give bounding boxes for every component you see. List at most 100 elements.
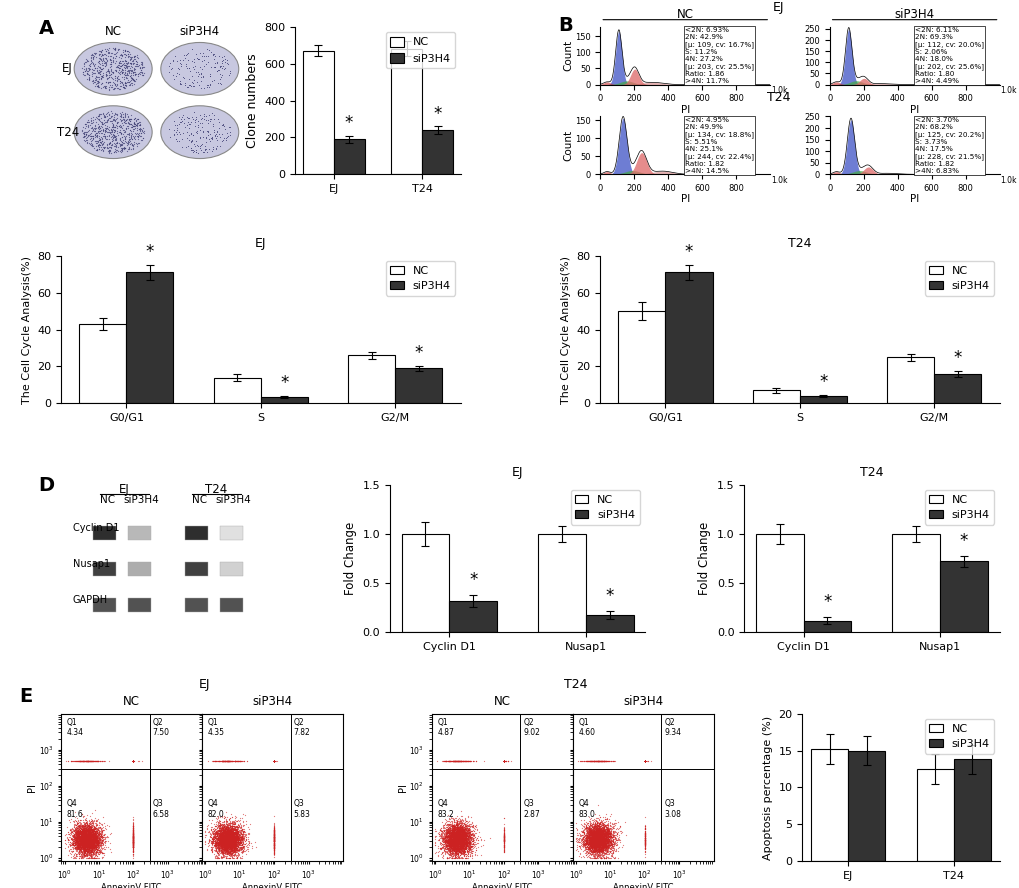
Point	[454, 846, 471, 860]
Point	[448, 821, 465, 836]
Point	[588, 822, 604, 836]
Point	[125, 119, 142, 133]
Point	[235, 818, 252, 832]
Point	[582, 834, 598, 848]
Point	[229, 850, 246, 864]
Point	[592, 825, 608, 839]
Point	[435, 834, 451, 848]
Point	[218, 126, 234, 140]
Point	[123, 59, 140, 74]
Point	[597, 849, 613, 863]
Point	[447, 839, 464, 853]
Point	[495, 829, 512, 844]
Point	[636, 753, 652, 767]
Point	[76, 833, 93, 847]
Point	[85, 753, 101, 767]
Point	[587, 828, 603, 842]
Point	[449, 838, 466, 852]
Point	[219, 753, 235, 767]
Point	[85, 817, 101, 831]
Point	[73, 827, 90, 841]
Point	[592, 834, 608, 848]
Point	[587, 822, 603, 836]
Point	[222, 823, 238, 837]
Point	[125, 833, 142, 847]
Point	[79, 842, 96, 856]
Point	[73, 836, 90, 850]
Point	[594, 838, 610, 852]
Point	[206, 829, 222, 843]
Point	[227, 827, 244, 841]
Point	[463, 839, 479, 853]
Point	[438, 834, 454, 848]
Point	[91, 851, 107, 865]
Point	[441, 827, 458, 841]
Point	[593, 834, 609, 848]
Point	[266, 753, 282, 767]
Point	[121, 112, 138, 126]
Point	[636, 753, 652, 767]
Point	[446, 839, 463, 853]
Point	[589, 816, 605, 830]
Point	[220, 839, 236, 853]
Point	[73, 829, 90, 844]
Point	[226, 836, 243, 850]
Point	[589, 839, 605, 853]
Point	[595, 827, 611, 841]
Point	[84, 828, 100, 842]
Point	[216, 753, 232, 767]
Point	[438, 835, 454, 849]
Point	[96, 753, 112, 767]
Point	[70, 819, 87, 833]
Point	[266, 841, 282, 855]
Point	[443, 834, 460, 848]
Point	[636, 753, 652, 767]
Point	[266, 753, 282, 767]
Point	[73, 832, 90, 846]
Point	[221, 828, 237, 842]
Point	[446, 834, 463, 848]
Point	[78, 829, 95, 843]
Point	[452, 840, 469, 854]
Point	[465, 832, 481, 846]
Point	[495, 753, 512, 767]
Point	[222, 845, 238, 860]
Point	[593, 834, 609, 848]
Point	[591, 753, 607, 767]
Point	[208, 839, 224, 853]
Point	[221, 827, 237, 841]
Point	[69, 753, 86, 767]
Point	[127, 59, 144, 74]
Point	[221, 845, 237, 860]
Point	[79, 829, 96, 844]
Point	[582, 825, 598, 839]
Point	[442, 811, 459, 825]
Point	[231, 831, 248, 845]
Point	[125, 837, 142, 852]
Point	[450, 830, 467, 844]
Point	[76, 827, 93, 841]
Point	[495, 834, 512, 848]
Point	[585, 832, 601, 846]
Point	[595, 846, 611, 860]
Point	[217, 836, 233, 850]
Point	[125, 832, 142, 846]
Point	[572, 829, 588, 844]
Point	[596, 835, 612, 849]
Point	[217, 837, 233, 852]
Point	[435, 840, 451, 854]
Point	[117, 115, 133, 130]
Point	[125, 832, 142, 846]
Point	[439, 838, 455, 852]
Point	[96, 127, 112, 141]
Point	[266, 834, 282, 848]
Point	[229, 834, 246, 848]
Point	[125, 828, 142, 842]
Point	[590, 838, 606, 852]
Point	[77, 821, 94, 835]
Point	[591, 824, 607, 838]
Point	[444, 837, 461, 852]
Point	[125, 827, 142, 841]
Point	[266, 834, 282, 848]
Point	[185, 73, 202, 87]
